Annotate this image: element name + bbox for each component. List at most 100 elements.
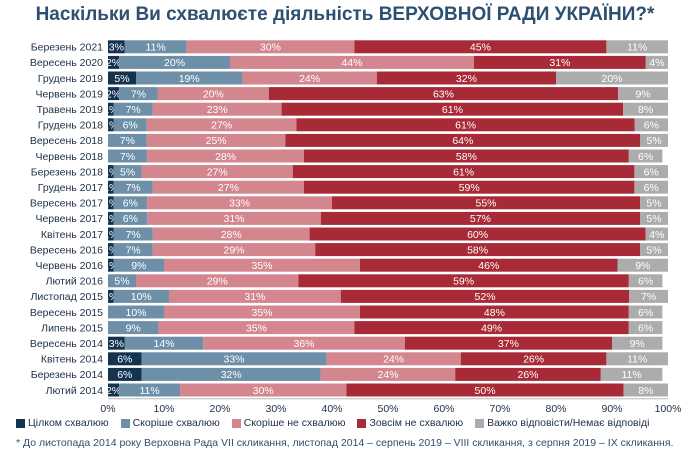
data-label: 58% bbox=[467, 244, 488, 256]
category-label: Лютий 2014 bbox=[46, 385, 104, 397]
data-label: 24% bbox=[383, 354, 404, 366]
legend-item: Важко відповісти/Немає відповіді bbox=[475, 417, 649, 429]
bar-segment bbox=[152, 227, 310, 241]
data-label: 52% bbox=[475, 291, 496, 303]
data-label: 29% bbox=[223, 244, 244, 256]
data-label: 59% bbox=[453, 276, 474, 288]
bar-segment bbox=[124, 40, 187, 54]
data-label: 9% bbox=[630, 338, 645, 350]
bar-segment bbox=[628, 305, 663, 319]
data-label: 7% bbox=[131, 88, 146, 100]
bar-segment bbox=[147, 149, 304, 163]
data-label: 24% bbox=[299, 73, 320, 85]
bar-segment bbox=[304, 149, 629, 163]
x-tick-label: 80% bbox=[545, 403, 566, 415]
data-label: 19% bbox=[179, 73, 200, 85]
bar-segment bbox=[108, 336, 125, 350]
bar-segment bbox=[360, 305, 629, 319]
bar-segment bbox=[141, 165, 293, 179]
bar-segment bbox=[617, 258, 668, 272]
bar-segment bbox=[108, 102, 114, 116]
bar-segment bbox=[340, 289, 630, 303]
bar-segment bbox=[113, 227, 153, 241]
category-label: Червень 2017 bbox=[35, 213, 103, 225]
bar-segment bbox=[113, 102, 153, 116]
legend-swatch bbox=[357, 418, 367, 428]
data-label: 28% bbox=[221, 229, 242, 241]
bar-segment bbox=[113, 180, 153, 194]
data-label: 5% bbox=[114, 276, 129, 288]
bar-segment bbox=[281, 102, 624, 116]
bar-segment bbox=[203, 336, 405, 350]
data-label: 5% bbox=[646, 244, 661, 256]
bar-segment bbox=[108, 243, 114, 257]
data-label: 10% bbox=[131, 291, 152, 303]
bar-segment bbox=[108, 227, 114, 241]
bar-segment bbox=[376, 71, 556, 85]
bar-segment bbox=[360, 258, 618, 272]
x-tick-label: 40% bbox=[321, 403, 342, 415]
bar-segment bbox=[113, 118, 147, 132]
data-label: 7% bbox=[120, 135, 135, 147]
category-label: Липень 2015 bbox=[41, 322, 103, 334]
bar-segment bbox=[119, 55, 230, 69]
data-label: 35% bbox=[246, 322, 267, 334]
bar-segment bbox=[640, 211, 668, 225]
category-label: Квітень 2017 bbox=[41, 229, 103, 241]
bar-segment bbox=[618, 87, 668, 101]
legend-swatch bbox=[231, 418, 241, 428]
bar-segment bbox=[141, 352, 327, 366]
category-label: Лютий 2016 bbox=[46, 276, 104, 288]
data-label: 5% bbox=[646, 213, 661, 225]
bar-segment bbox=[640, 133, 668, 147]
bar-segment bbox=[634, 180, 668, 194]
category-label: Вересень 2017 bbox=[30, 198, 103, 210]
bar-segment bbox=[628, 321, 663, 335]
bar-segment bbox=[229, 55, 474, 69]
bar-segment bbox=[108, 383, 120, 397]
bar-segment bbox=[136, 71, 243, 85]
data-label: 26% bbox=[523, 354, 544, 366]
category-label: Вересень 2015 bbox=[30, 307, 103, 319]
bar-segment bbox=[346, 383, 624, 397]
bar-segment bbox=[108, 352, 142, 366]
legend-item: Зовсім не схвалюю bbox=[357, 417, 463, 429]
legend-swatch bbox=[475, 418, 485, 428]
data-label: 9% bbox=[131, 260, 146, 272]
bar-segment bbox=[113, 211, 148, 225]
data-label: 23% bbox=[207, 104, 228, 116]
legend-label: Цілком схвалюю bbox=[28, 417, 109, 429]
data-label: 7% bbox=[126, 229, 141, 241]
bar-segment bbox=[152, 243, 316, 257]
bar-segment bbox=[113, 165, 142, 179]
data-label: 6% bbox=[638, 276, 653, 288]
data-label: 11% bbox=[627, 354, 647, 366]
bar-segment bbox=[147, 211, 321, 225]
bar-segment bbox=[320, 211, 640, 225]
x-tick-label: 70% bbox=[489, 403, 510, 415]
bar-segment bbox=[180, 383, 347, 397]
data-label: 28% bbox=[215, 151, 236, 163]
category-label: Вересень 2016 bbox=[30, 244, 103, 256]
data-label: 49% bbox=[481, 322, 502, 334]
data-label: 35% bbox=[251, 307, 272, 319]
data-label: 48% bbox=[484, 307, 505, 319]
legend-label: Скоріше схвалюю bbox=[132, 417, 220, 429]
data-label: 63% bbox=[433, 88, 454, 100]
data-label: 8% bbox=[638, 104, 653, 116]
data-label: 20% bbox=[601, 73, 622, 85]
data-label: 5% bbox=[646, 198, 661, 210]
bar-segment bbox=[326, 352, 461, 366]
data-label: 64% bbox=[452, 135, 473, 147]
bar-segment bbox=[108, 258, 114, 272]
stacked-bar-chart: Березень 2021 3% 11% 30% 45% 11% Вересень 2020… bbox=[30, 40, 681, 415]
data-label: 30% bbox=[260, 42, 281, 54]
data-label: 32% bbox=[456, 73, 477, 85]
bar-segment bbox=[168, 289, 341, 303]
data-label: 7% bbox=[641, 291, 656, 303]
bar-segment bbox=[186, 40, 355, 54]
category-label: Грудень 2019 bbox=[38, 73, 103, 85]
bar-segment bbox=[108, 165, 114, 179]
data-label: 9% bbox=[635, 88, 650, 100]
category-label: Квітень 2014 bbox=[41, 354, 103, 366]
